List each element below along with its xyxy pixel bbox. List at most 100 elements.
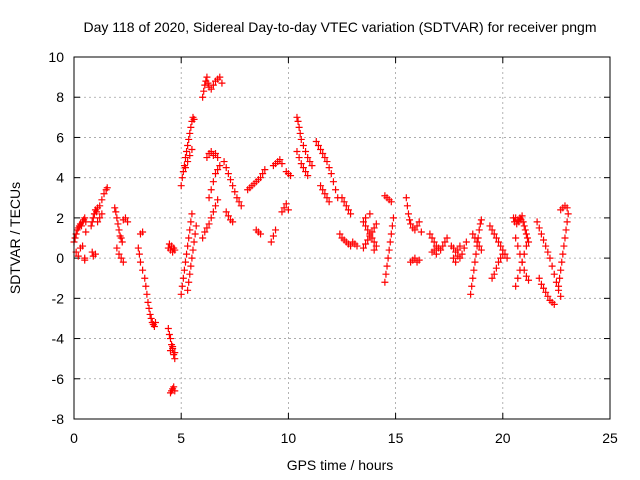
data-point <box>514 242 522 250</box>
data-point <box>118 238 126 246</box>
data-point <box>344 206 352 214</box>
data-point <box>342 202 350 210</box>
data-point <box>272 226 280 234</box>
data-point <box>261 166 269 174</box>
data-point <box>366 210 374 218</box>
y-tick-label: 0 <box>56 250 64 266</box>
data-point <box>178 282 186 290</box>
data-point <box>490 270 498 278</box>
data-point <box>187 262 195 270</box>
data-point <box>199 234 207 242</box>
data-point <box>214 154 222 162</box>
data-point <box>207 186 215 194</box>
data-point <box>546 254 554 262</box>
data-point <box>521 226 529 234</box>
x-axis-label: GPS time / hours <box>287 457 394 473</box>
data-point <box>184 286 192 294</box>
data-point <box>338 194 346 202</box>
data-point <box>370 246 378 254</box>
data-point <box>94 218 102 226</box>
data-point <box>166 347 174 355</box>
data-point <box>299 141 307 149</box>
data-point <box>449 254 457 262</box>
data-point <box>434 244 442 252</box>
data-point <box>325 198 333 206</box>
data-point <box>177 290 185 298</box>
data-point <box>98 196 106 204</box>
data-point <box>525 238 533 246</box>
y-tick-label: -4 <box>52 331 65 347</box>
data-point <box>139 228 147 236</box>
data-point <box>364 236 372 244</box>
x-tick-label: 5 <box>177 430 185 446</box>
data-point <box>552 278 560 286</box>
data-point <box>516 250 524 258</box>
data-point <box>185 234 193 242</box>
data-point <box>141 274 149 282</box>
data-point <box>512 282 520 290</box>
y-tick-label: 10 <box>48 49 64 65</box>
data-point <box>136 258 144 266</box>
data-point <box>542 288 550 296</box>
data-point <box>329 178 337 186</box>
plot-frame <box>73 56 611 420</box>
data-point <box>294 117 302 125</box>
data-point <box>404 210 412 218</box>
data-point <box>171 349 179 357</box>
data-point <box>495 258 503 266</box>
data-point <box>563 204 571 212</box>
data-point <box>432 250 440 258</box>
data-point <box>537 230 545 238</box>
data-point <box>214 166 222 174</box>
data-point <box>304 154 312 162</box>
data-point <box>557 292 565 300</box>
data-point <box>299 164 307 172</box>
data-point <box>381 278 389 286</box>
data-point <box>364 226 372 234</box>
data-point <box>185 135 193 143</box>
data-point <box>134 244 142 252</box>
data-point <box>475 242 483 250</box>
data-point <box>488 226 496 234</box>
data-point <box>186 226 194 234</box>
data-point <box>183 250 191 258</box>
data-point <box>204 79 212 87</box>
data-point <box>540 284 548 292</box>
data-point <box>179 274 187 282</box>
data-point <box>169 343 177 351</box>
data-point <box>383 262 391 270</box>
data-point <box>370 238 378 246</box>
data-point <box>449 244 457 252</box>
data-point <box>564 210 572 218</box>
data-point <box>519 218 527 226</box>
data-point <box>469 230 477 238</box>
data-point <box>347 242 355 250</box>
data-point <box>171 387 179 395</box>
data-point <box>403 202 411 210</box>
data-point <box>145 304 153 312</box>
data-point <box>79 242 87 250</box>
data-point <box>191 230 199 238</box>
data-point <box>426 230 434 238</box>
data-point <box>384 254 392 262</box>
data-point <box>389 214 397 222</box>
data-point <box>257 230 265 238</box>
data-point <box>296 129 304 137</box>
data-point <box>555 282 563 290</box>
data-point <box>209 178 217 186</box>
data-point <box>512 234 520 242</box>
data-point <box>205 220 213 228</box>
data-point <box>278 208 286 216</box>
data-point <box>188 254 196 262</box>
y-tick-label: 4 <box>56 170 64 186</box>
data-point <box>89 214 97 222</box>
data-point <box>472 250 480 258</box>
data-point <box>415 256 423 264</box>
data-point <box>563 218 571 226</box>
data-point <box>183 148 191 156</box>
data-point <box>91 250 99 258</box>
data-point <box>115 250 123 258</box>
data-point <box>492 234 500 242</box>
data-point <box>235 198 243 206</box>
data-point <box>302 148 310 156</box>
